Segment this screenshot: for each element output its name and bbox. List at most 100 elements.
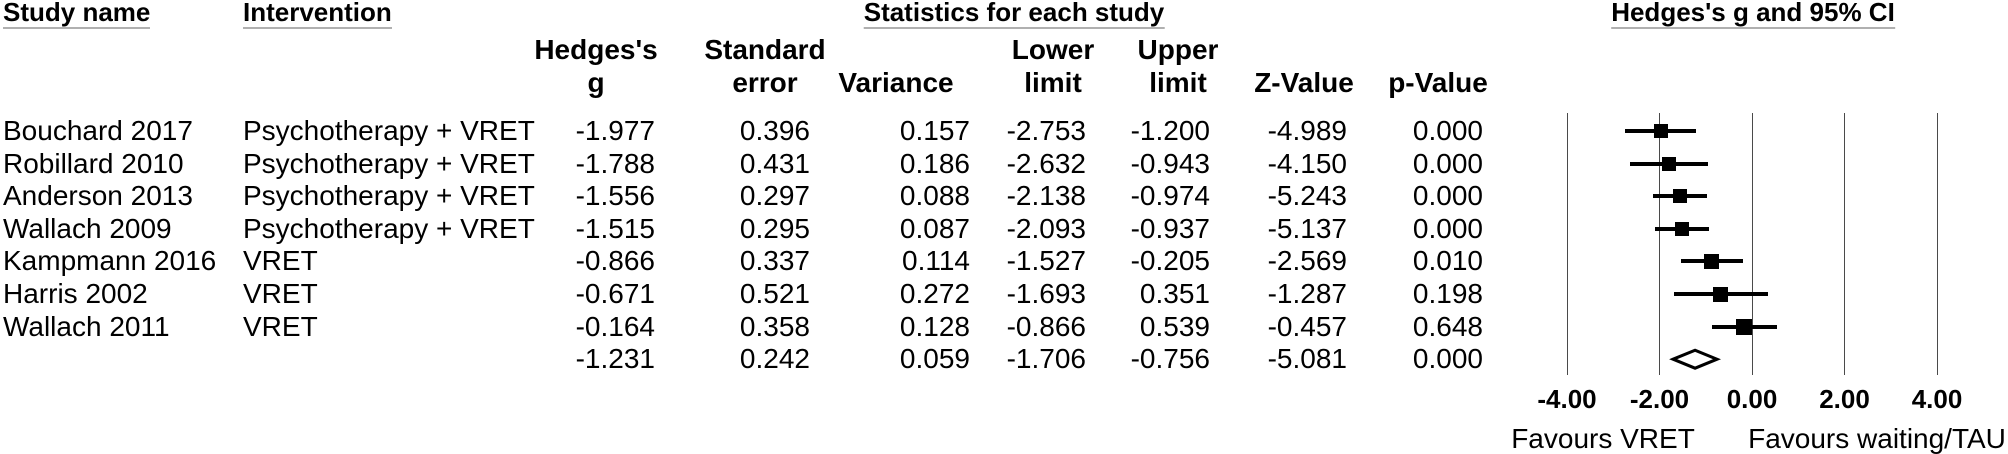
stat-cell-g: -0.164 — [575, 310, 655, 342]
stat-cell-z: -4.150 — [1267, 147, 1347, 179]
stat-cell-g: -1.788 — [575, 147, 655, 179]
stat-cell-se: 0.337 — [739, 245, 810, 277]
stat-cell-upper: 0.351 — [1139, 278, 1210, 309]
stat-cell-g: -0.671 — [575, 278, 655, 309]
stat-cell-g: -1.556 — [575, 180, 655, 212]
effect-square — [1673, 189, 1688, 204]
gridline — [1751, 113, 1753, 375]
stat-cell-se: 0.242 — [739, 343, 810, 375]
stat-cell-p: 0.198 — [1412, 278, 1483, 309]
favours-right-label: Favours waiting/TAU — [1748, 423, 2006, 454]
stat-cell-lower: -0.866 — [1006, 310, 1086, 342]
stat-cell-g: -1.515 — [575, 212, 655, 244]
stat-cell-se: 0.521 — [739, 278, 810, 309]
axis-tick-label: 0.00 — [1726, 384, 1778, 414]
axis-tick-label: 2.00 — [1819, 384, 1870, 414]
stat-cell-p: 0.010 — [1412, 245, 1483, 277]
col-header-upper-limit: Upper limit — [1137, 34, 1219, 98]
study-name-cell: Wallach 2009 — [3, 212, 172, 244]
intervention-header: Intervention — [243, 0, 392, 29]
stat-cell-p: 0.000 — [1412, 212, 1483, 244]
stat-cell-z: -5.243 — [1267, 180, 1347, 212]
study-name-cell: Kampmann 2016 — [3, 245, 217, 277]
stat-cell-lower: -2.138 — [1006, 180, 1086, 212]
effect-square — [1704, 253, 1720, 269]
summary-diamond — [1669, 348, 1721, 370]
stat-cell-variance: 0.114 — [902, 245, 970, 277]
stat-cell-lower: -1.527 — [1006, 245, 1086, 277]
intervention-cell: VRET — [243, 310, 318, 342]
stat-cell-variance: 0.186 — [899, 147, 970, 179]
axis-tick-label: -4.00 — [1537, 384, 1597, 414]
gridline — [1936, 113, 1938, 375]
intervention-cell: Psychotherapy + VRET — [243, 115, 535, 146]
stat-cell-variance: 0.128 — [899, 310, 970, 342]
stat-cell-z: -5.137 — [1267, 212, 1347, 244]
gridline — [1844, 113, 1845, 375]
stat-cell-se: 0.358 — [739, 310, 810, 342]
stat-cell-z: -2.569 — [1267, 245, 1347, 277]
stat-cell-z: -5.081 — [1267, 343, 1347, 375]
axis-tick-label: 4.00 — [1911, 384, 1963, 414]
stat-cell-se: 0.396 — [739, 115, 810, 146]
study-name-cell: Harris 2002 — [3, 278, 148, 309]
stat-cell-g: -1.231 — [575, 343, 655, 375]
stat-cell-upper: -0.205 — [1130, 245, 1210, 277]
statistics-header: Statistics for each study — [863, 0, 1165, 29]
stat-cell-se: 0.297 — [739, 180, 810, 212]
col-header-z-value: Z-Value — [1254, 67, 1354, 98]
intervention-cell: Psychotherapy + VRET — [243, 180, 535, 212]
stat-cell-upper: -0.974 — [1130, 180, 1210, 212]
stat-cell-upper: -0.756 — [1130, 343, 1210, 375]
stat-cell-upper: -0.943 — [1130, 147, 1210, 179]
col-header-variance: Variance — [838, 67, 954, 98]
intervention-cell: VRET — [243, 245, 318, 277]
stat-cell-upper: 0.539 — [1139, 310, 1210, 342]
stat-cell-variance: 0.088 — [899, 180, 970, 212]
intervention-cell: Psychotherapy + VRET — [243, 212, 535, 244]
stat-cell-variance: 0.157 — [899, 115, 970, 146]
stat-cell-upper: -0.937 — [1130, 212, 1210, 244]
col-header-p-value: p-Value — [1388, 67, 1488, 98]
effect-square — [1662, 156, 1677, 171]
intervention-cell: Psychotherapy + VRET — [243, 147, 535, 179]
stat-cell-p: 0.000 — [1412, 147, 1483, 179]
stat-cell-g: -0.866 — [575, 245, 655, 277]
effect-square — [1713, 286, 1729, 302]
stat-cell-lower: -1.693 — [1006, 278, 1086, 309]
stat-cell-p: 0.000 — [1412, 343, 1483, 375]
effect-square — [1653, 124, 1668, 138]
effect-square — [1674, 221, 1689, 236]
stat-cell-lower: -1.706 — [1006, 343, 1086, 375]
stat-cell-se: 0.431 — [739, 147, 810, 179]
stat-cell-z: -1.287 — [1267, 278, 1347, 309]
stat-cell-g: -1.977 — [575, 115, 655, 146]
stat-cell-lower: -2.632 — [1006, 147, 1086, 179]
stat-cell-z: -4.989 — [1267, 115, 1347, 146]
col-header-hedges-g: Hedges's g — [534, 34, 658, 98]
stat-cell-p: 0.648 — [1412, 310, 1483, 342]
stat-cell-z: -0.457 — [1267, 310, 1347, 342]
gridline — [1566, 113, 1568, 375]
stat-cell-p: 0.000 — [1412, 115, 1483, 146]
study-name-cell: Wallach 2011 — [3, 310, 170, 342]
stat-cell-se: 0.295 — [739, 212, 810, 244]
plot-header: Hedges's g and 95% CI — [1611, 0, 1895, 29]
favours-left-label: Favours VRET — [1511, 423, 1695, 454]
stat-cell-upper: -1.200 — [1130, 115, 1210, 146]
stat-cell-p: 0.000 — [1412, 180, 1483, 212]
stat-cell-variance: 0.059 — [899, 343, 970, 375]
study-name-cell: Bouchard 2017 — [3, 115, 193, 146]
col-header-lower-limit: Lower limit — [1011, 34, 1095, 98]
stat-cell-lower: -2.093 — [1006, 212, 1086, 244]
effect-square — [1736, 318, 1753, 335]
axis-tick-label: -2.00 — [1629, 384, 1690, 414]
study-name-cell: Robillard 2010 — [3, 147, 184, 179]
stat-cell-variance: 0.272 — [899, 278, 970, 309]
intervention-cell: VRET — [243, 278, 318, 309]
study-name-header: Study name — [3, 0, 151, 29]
study-name-cell: Anderson 2013 — [3, 180, 193, 212]
col-header-standard-error: Standard error — [704, 34, 826, 98]
stat-cell-lower: -2.753 — [1006, 115, 1086, 146]
